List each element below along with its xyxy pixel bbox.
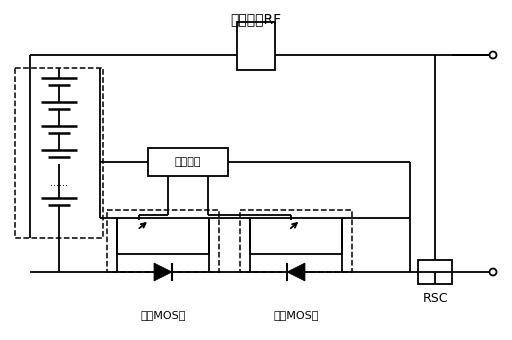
Bar — [237, 22, 275, 70]
Polygon shape — [154, 263, 172, 281]
Polygon shape — [287, 263, 305, 281]
Text: 控制模块: 控制模块 — [175, 157, 201, 167]
Text: ......: ...... — [50, 178, 68, 188]
Bar — [250, 218, 342, 254]
Bar — [148, 148, 228, 176]
Bar — [107, 210, 219, 272]
Bar — [15, 68, 103, 238]
Text: RSC: RSC — [422, 292, 448, 305]
Bar — [418, 260, 452, 284]
Bar — [240, 210, 352, 272]
Text: 热继电器RF: 热继电器RF — [230, 12, 282, 26]
Text: 放电MOS管: 放电MOS管 — [140, 310, 186, 320]
Bar — [117, 218, 209, 254]
Text: 充电MOS管: 充电MOS管 — [273, 310, 318, 320]
